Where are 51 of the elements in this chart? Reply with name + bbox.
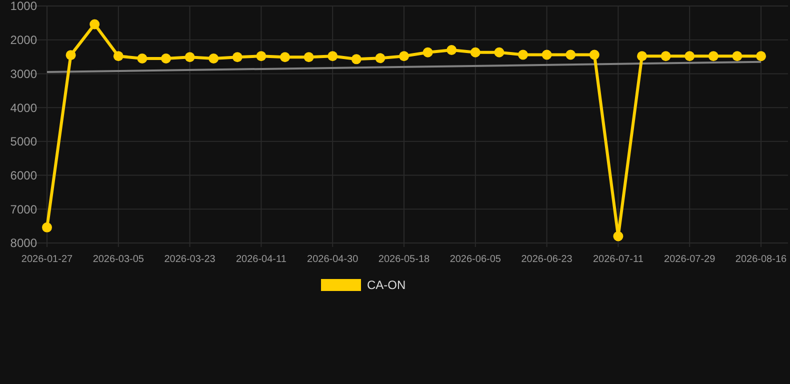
point: [494, 47, 504, 58]
point: [399, 51, 409, 62]
y-tick-label: 1000: [10, 0, 38, 14]
point: [208, 53, 219, 64]
point: [137, 53, 148, 64]
x-tick-label: 2026-03-23: [164, 254, 216, 265]
x-tick-label: 2026-01-27: [21, 254, 74, 265]
x-tick-label: 2026-05-18: [378, 254, 430, 265]
x-tick-label: 2026-07-29: [664, 254, 716, 265]
point: [422, 47, 433, 58]
point: [756, 51, 766, 62]
x-tick-label: 2026-07-11: [592, 254, 644, 265]
point: [256, 51, 266, 62]
point: [113, 51, 124, 62]
point: [518, 50, 528, 60]
point: [351, 54, 362, 64]
point: [304, 52, 314, 62]
point: [184, 52, 195, 62]
point: [42, 222, 52, 232]
legend-label: CA-ON: [367, 278, 406, 292]
y-tick-label: 6000: [10, 168, 38, 182]
point: [542, 50, 552, 60]
x-tick-label: 2026-08-16: [735, 254, 788, 265]
point: [637, 51, 647, 62]
point: [589, 50, 600, 60]
point: [732, 51, 742, 62]
point: [660, 51, 671, 62]
point: [613, 231, 624, 242]
x-tick-label: 2026-06-23: [521, 254, 573, 265]
point: [708, 51, 718, 62]
point: [566, 50, 576, 60]
point: [328, 51, 338, 62]
x-tick-label: 2026-06-05: [450, 254, 502, 265]
x-tick-label: 2026-04-30: [307, 254, 359, 265]
point: [446, 45, 457, 56]
y-tick-label: 8000: [10, 236, 38, 250]
point: [66, 50, 76, 60]
x-tick-label: 2026-04-11: [236, 254, 287, 265]
y-tick-label: 2000: [10, 33, 38, 48]
y-tick-label: 7000: [10, 202, 38, 216]
point: [375, 53, 386, 64]
point: [232, 52, 242, 62]
point: [470, 47, 480, 58]
x-tick-label: 2026-03-05: [92, 254, 144, 265]
y-tick-label: 4000: [10, 100, 38, 115]
y-tick-label: 5000: [10, 134, 38, 149]
point: [280, 52, 290, 62]
y-tick-label: 3000: [10, 66, 38, 81]
point: [161, 53, 171, 64]
point: [684, 51, 695, 62]
point: [90, 19, 100, 30]
